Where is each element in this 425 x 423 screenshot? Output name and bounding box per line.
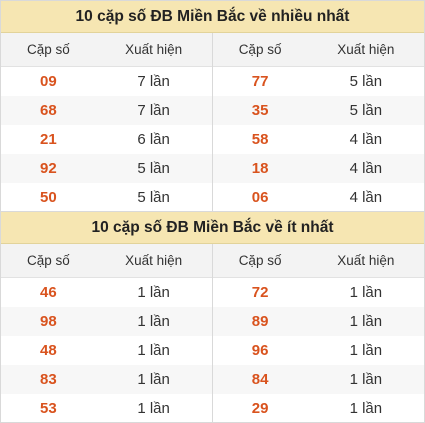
table-row: 58 4 lần (213, 125, 425, 154)
pair-number: 50 (40, 189, 57, 206)
table-header: Cặp số Xuất hiện (212, 33, 424, 67)
table-header: Cặp số Xuất hiện (212, 244, 424, 278)
pair-number: 83 (40, 371, 57, 388)
most-frequent-table: Cặp số Xuất hiện 09 7 lần 68 7 lần 21 6 … (1, 33, 424, 212)
pair-number: 48 (40, 342, 57, 359)
table-row: 96 1 lần (213, 336, 425, 365)
pair-number: 96 (251, 342, 269, 359)
appearance-count: 1 lần (349, 284, 383, 301)
appearance-count: 1 lần (349, 371, 383, 388)
header-count: Xuất hiện (125, 42, 183, 57)
most-frequent-right-column: Cặp số Xuất hiện 77 5 lần 35 5 lần 58 4 … (212, 33, 425, 212)
table-row: 98 1 lần (1, 307, 212, 336)
table-row: 92 5 lần (1, 154, 212, 183)
appearance-count: 1 lần (137, 400, 170, 417)
appearance-count: 1 lần (137, 371, 170, 388)
appearance-count: 7 lần (137, 73, 170, 90)
header-pair: Cặp số (238, 253, 282, 268)
appearance-count: 1 lần (349, 342, 383, 359)
least-frequent-left-column: Cặp số Xuất hiện 46 1 lần 98 1 lần 48 1 … (1, 244, 213, 423)
header-pair: Cặp số (26, 42, 70, 57)
appearance-count: 6 lần (137, 131, 170, 148)
table-row: 21 6 lần (1, 125, 212, 154)
header-count: Xuất hiện (125, 253, 183, 268)
table-header: Cặp số Xuất hiện (1, 33, 212, 67)
appearance-count: 1 lần (349, 313, 383, 330)
least-frequent-table: Cặp số Xuất hiện 46 1 lần 98 1 lần 48 1 … (1, 244, 424, 423)
table-row: 09 7 lần (1, 67, 212, 96)
pair-number: 72 (251, 284, 269, 301)
table-row: 18 4 lần (212, 154, 424, 183)
appearance-count: 4 lần (349, 160, 383, 177)
table-row: 50 5 lần (1, 183, 212, 212)
table-row: 72 1 lần (213, 278, 425, 307)
pair-number: 35 (251, 102, 269, 119)
header-pair: Cặp số (238, 42, 282, 57)
pair-number: 89 (251, 313, 269, 330)
pair-number: 46 (40, 284, 57, 301)
most-frequent-left-column: Cặp số Xuất hiện 09 7 lần 68 7 lần 21 6 … (1, 33, 213, 212)
appearance-count: 4 lần (349, 131, 383, 148)
pair-number: 98 (40, 313, 57, 330)
appearance-count: 1 lần (137, 342, 170, 359)
least-frequent-right-column: Cặp số Xuất hiện 72 1 lần 89 1 lần 96 1 … (212, 244, 425, 423)
table-row: 77 5 lần (213, 67, 425, 96)
table-row: 35 5 lần (212, 96, 424, 125)
pair-number: 68 (40, 102, 57, 119)
table-row: 46 1 lần (1, 278, 212, 307)
least-frequent-title: 10 cặp số ĐB Miền Bắc về ít nhất (1, 212, 424, 244)
appearance-count: 5 lần (349, 73, 383, 90)
pair-number: 53 (40, 400, 57, 417)
table-row: 83 1 lần (1, 365, 212, 394)
appearance-count: 5 lần (137, 160, 170, 177)
pair-number: 29 (251, 400, 269, 417)
table-row: 89 1 lần (212, 307, 424, 336)
appearance-count: 5 lần (349, 102, 383, 119)
table-row: 68 7 lần (1, 96, 212, 125)
appearance-count: 4 lần (349, 189, 383, 206)
most-frequent-title: 10 cặp số ĐB Miền Bắc về nhiều nhất (1, 1, 424, 33)
appearance-count: 5 lần (137, 189, 170, 206)
appearance-count: 1 lần (137, 313, 170, 330)
appearance-count: 7 lần (137, 102, 170, 119)
header-count: Xuất hiện (337, 42, 395, 57)
pair-number: 84 (251, 371, 269, 388)
table-header: Cặp số Xuất hiện (1, 244, 212, 278)
pair-number: 09 (40, 73, 57, 90)
pair-number: 58 (251, 131, 269, 148)
header-count: Xuất hiện (337, 253, 395, 268)
table-row: 29 1 lần (213, 394, 425, 423)
table-row: 53 1 lần (1, 394, 212, 423)
table-row: 48 1 lần (1, 336, 212, 365)
pair-number: 77 (251, 73, 269, 90)
table-row: 06 4 lần (213, 183, 425, 212)
pair-number: 18 (251, 160, 269, 177)
appearance-count: 1 lần (137, 284, 170, 301)
table-row: 84 1 lần (212, 365, 424, 394)
pair-number: 21 (40, 131, 57, 148)
header-pair: Cặp số (26, 253, 70, 268)
pair-number: 92 (40, 160, 57, 177)
appearance-count: 1 lần (349, 400, 383, 417)
least-frequent-section: 10 cặp số ĐB Miền Bắc về ít nhất Cặp số … (0, 211, 425, 423)
most-frequent-section: 10 cặp số ĐB Miền Bắc về nhiều nhất Cặp … (0, 0, 425, 212)
pair-number: 06 (251, 189, 269, 206)
